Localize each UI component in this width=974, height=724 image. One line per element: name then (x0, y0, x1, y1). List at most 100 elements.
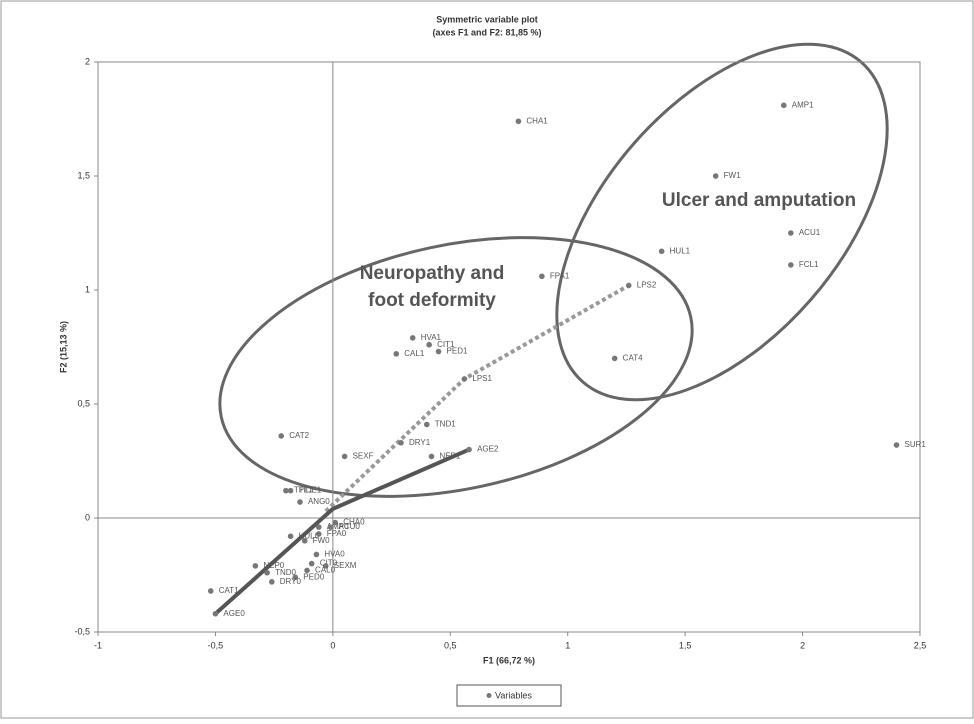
point (658, 248, 665, 255)
point-label: LPS2 (637, 281, 657, 290)
point (426, 341, 432, 348)
point-label: AMP1 (792, 100, 814, 109)
point-label: TIDE1 (299, 486, 322, 495)
point (287, 487, 294, 494)
point (409, 335, 416, 341)
y-axis-label: F2 (15,13 %) (58, 321, 68, 373)
point (625, 282, 632, 289)
point-label: TND1 (435, 420, 456, 429)
point (466, 446, 472, 453)
point-label: SEXF (353, 452, 374, 461)
point (308, 560, 315, 567)
y-tick-label: 1 (85, 284, 90, 294)
point-label: CHA0 (343, 518, 365, 527)
point (435, 348, 442, 355)
ellipse (218, 236, 694, 498)
point (212, 610, 219, 617)
point-label: CAT4 (623, 354, 643, 363)
point (297, 499, 303, 505)
point-label: CIT1 (437, 340, 455, 349)
point (207, 588, 214, 594)
point (268, 579, 275, 585)
y-tick-label: 1,5 (77, 170, 90, 180)
point (461, 376, 468, 382)
y-tick-label: 0,5 (77, 398, 90, 408)
point-label: HVA0 (324, 550, 345, 559)
point (327, 524, 334, 530)
point (428, 453, 435, 460)
y-tick-label: 2 (85, 56, 90, 66)
point-label: CAL0 (315, 566, 336, 575)
legend-box (456, 684, 562, 707)
x-tick-label: 1 (565, 640, 570, 650)
point (264, 569, 270, 576)
point (539, 273, 545, 280)
point-label: TPL1 (294, 486, 314, 495)
chart-title: Symmetric variable plot (436, 14, 538, 24)
point-label: FPA1 (550, 271, 570, 280)
point-label: CAL1 (404, 349, 425, 358)
point (332, 519, 339, 526)
point-label: FW0 (313, 536, 330, 545)
point-label: LPS1 (472, 374, 492, 383)
x-tick-label: 0,5 (444, 640, 457, 650)
point (893, 442, 900, 448)
point-label: FCL1 (799, 260, 819, 269)
chart-subtitle: (axes F1 and F2: 81,85 %) (432, 27, 541, 37)
point (611, 355, 618, 362)
point (315, 531, 322, 537)
point (323, 563, 329, 569)
point (424, 421, 430, 428)
point-label: CAT1 (219, 586, 239, 595)
plot-border (97, 61, 921, 633)
point-label: FW1 (724, 171, 741, 180)
point (252, 563, 259, 569)
point (393, 351, 400, 357)
x-tick-label: 2 (800, 640, 805, 650)
x-tick-label: -1 (94, 640, 102, 650)
point-label: TND0 (275, 568, 296, 577)
x-tick-label: -0,5 (208, 640, 224, 650)
point (304, 567, 310, 574)
y-tick-label: 0 (85, 512, 90, 522)
point (788, 262, 794, 268)
point-label: CHA1 (526, 116, 548, 125)
point-label: NEP1 (439, 452, 460, 461)
point (341, 453, 348, 460)
point-label: ANG0 (308, 497, 330, 506)
legend-marker (486, 693, 492, 698)
point (287, 533, 294, 540)
ellipse (555, 42, 889, 402)
point-label: PED1 (447, 347, 468, 356)
point-label: SUR1 (905, 440, 927, 449)
point (292, 574, 299, 581)
y-tick-label: -0,5 (74, 626, 90, 636)
point (780, 102, 787, 109)
point (315, 524, 322, 530)
x-tick-label: 0 (330, 640, 335, 650)
point-label: DRY1 (409, 438, 431, 447)
point-label: CIT0 (320, 559, 338, 568)
point (301, 538, 308, 544)
legend-label: Variables (495, 690, 532, 700)
point-label: CAT2 (289, 431, 309, 440)
point (283, 487, 289, 494)
point-label: NEP0 (263, 561, 284, 570)
point-label: HVA1 (421, 333, 442, 342)
point-label: ACU1 (799, 228, 821, 237)
point-label: AMP0 (327, 522, 349, 531)
trajectory (214, 447, 470, 616)
point-label: AGE0 (223, 609, 245, 618)
point-label: PED0 (303, 572, 324, 581)
point-label: HUL0 (299, 531, 320, 540)
x-tick-label: 1,5 (679, 640, 692, 650)
point (278, 433, 284, 439)
point-label: HUL1 (670, 246, 691, 255)
trajectory (324, 283, 630, 513)
point (712, 173, 719, 179)
x-axis-label: F1 (66,72 %) (483, 655, 535, 665)
point-label: FPA0 (327, 529, 347, 538)
annotation: Ulcer and amputation (662, 190, 856, 211)
